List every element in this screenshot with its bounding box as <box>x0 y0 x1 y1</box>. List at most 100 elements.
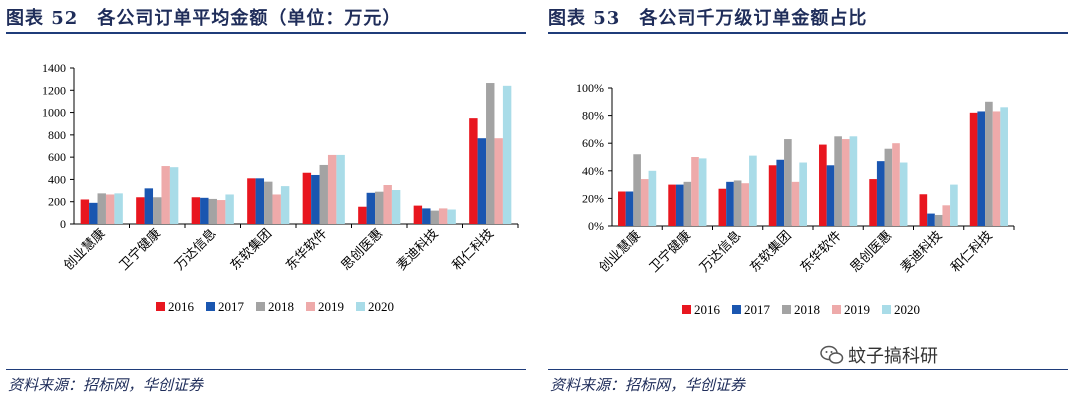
x-tick-label: 麦迪科技 <box>394 226 441 273</box>
bar <box>741 183 750 226</box>
bar <box>776 159 785 226</box>
y-tick-label: 400 <box>48 172 66 186</box>
bar <box>358 206 367 224</box>
y-tick-label: 1200 <box>42 83 66 97</box>
legend-label: 2019 <box>318 299 344 314</box>
bar <box>383 185 392 224</box>
bar <box>272 194 281 224</box>
bar <box>1000 107 1008 226</box>
y-tick-label: 0 <box>60 217 66 231</box>
y-tick-label: 20% <box>582 191 604 205</box>
y-tick-label: 600 <box>48 150 66 164</box>
bar <box>826 165 835 226</box>
bar <box>438 208 448 224</box>
legend-swatch <box>156 302 165 311</box>
bar <box>869 179 877 226</box>
bar <box>144 188 154 224</box>
x-tick-label: 东华软件 <box>798 228 845 275</box>
bar <box>97 193 106 224</box>
bar <box>413 205 423 224</box>
legend-label: 2016 <box>694 302 721 317</box>
y-tick-label: 80% <box>582 109 604 123</box>
bar <box>169 167 179 224</box>
bar <box>718 188 727 226</box>
x-tick-label: 万达信息 <box>696 228 744 276</box>
x-tick-label: 麦迪科技 <box>898 228 945 275</box>
bar <box>919 194 928 226</box>
bar <box>640 179 649 226</box>
bar <box>950 184 958 226</box>
bar <box>447 209 456 224</box>
legend-swatch <box>206 302 215 311</box>
right-source-rule <box>548 369 1068 370</box>
bar <box>749 155 757 226</box>
y-tick-label: 200 <box>48 195 66 209</box>
bar <box>977 111 986 226</box>
bar <box>80 199 90 224</box>
left-title-rule <box>6 32 526 34</box>
x-tick-label: 思创医惠 <box>339 226 386 273</box>
bar <box>698 158 707 226</box>
legend-label: 2020 <box>894 302 920 317</box>
legend-label: 2019 <box>844 302 870 317</box>
x-tick-label: 和仁科技 <box>450 226 497 273</box>
bar <box>791 181 800 226</box>
x-tick-label: 创业慧康 <box>60 226 108 274</box>
bar <box>768 165 777 226</box>
bar <box>469 118 478 224</box>
bar <box>161 166 170 224</box>
bar <box>675 184 684 226</box>
y-tick-label: 100% <box>576 81 604 95</box>
bar <box>191 197 201 224</box>
bar <box>892 143 900 226</box>
bar <box>336 154 345 224</box>
legend-swatch <box>832 305 841 314</box>
y-tick-label: 1000 <box>42 106 66 120</box>
bar <box>819 144 827 226</box>
bar <box>200 197 209 224</box>
bar <box>375 191 384 224</box>
left-chart-title: 图表 52 各公司订单平均金额（单位：万元） <box>6 8 402 29</box>
x-tick-label: 卫宁健康 <box>116 226 164 274</box>
bar <box>153 197 162 224</box>
bar <box>899 162 908 226</box>
bar <box>633 154 641 226</box>
y-tick-label: 800 <box>48 128 66 142</box>
bar <box>683 181 692 226</box>
bar <box>927 213 935 226</box>
legend-swatch <box>256 302 265 311</box>
bar <box>391 190 401 224</box>
bar <box>208 198 217 224</box>
bar <box>264 181 273 224</box>
bar <box>319 164 328 224</box>
wechat-icon <box>820 345 844 364</box>
bar <box>422 208 431 224</box>
bar <box>486 83 495 224</box>
bar <box>89 202 98 224</box>
bar <box>302 172 312 224</box>
bar <box>726 181 734 226</box>
bar <box>494 138 503 224</box>
x-tick-label: 万达信息 <box>171 226 219 274</box>
legend-swatch <box>882 305 891 314</box>
bar <box>876 161 885 226</box>
bar <box>985 101 993 226</box>
bar <box>430 210 439 224</box>
right-chart-source: 资料来源：招标网，华创证券 <box>550 376 746 394</box>
legend-label: 2017 <box>744 302 771 317</box>
bar <box>849 136 858 226</box>
watermark-text: 蚊子搞科研 <box>848 346 938 367</box>
left-chart-source: 资料来源：招标网，华创证券 <box>8 376 204 394</box>
bar <box>247 178 256 224</box>
bar <box>969 112 978 226</box>
bar <box>834 136 842 226</box>
bar <box>105 194 115 224</box>
bar <box>648 170 657 226</box>
legend-label: 2020 <box>368 299 394 314</box>
bar <box>625 191 634 226</box>
avg-order-amount-chart: 0 200 400 600 800 1000 1200 1400 创业慧康 卫宁健康 万达信息 东软集… <box>42 61 519 314</box>
bar <box>327 154 337 224</box>
left-source-rule <box>6 369 526 370</box>
bar <box>799 162 807 226</box>
bar <box>942 205 951 226</box>
